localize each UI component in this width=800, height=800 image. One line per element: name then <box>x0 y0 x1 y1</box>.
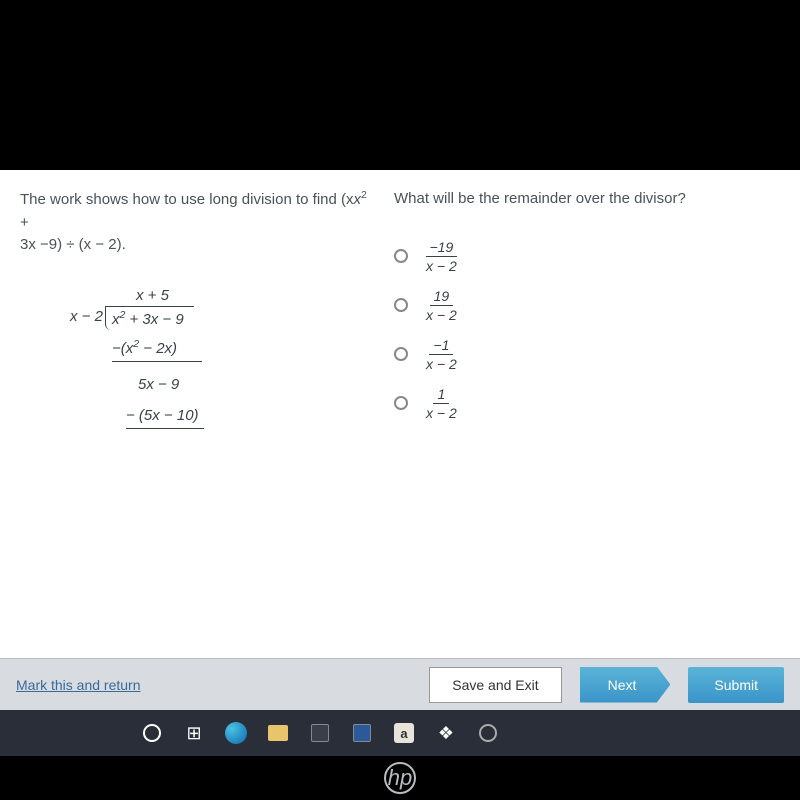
mark-return-link[interactable]: Mark this and return <box>16 677 141 693</box>
fraction-option: 1 x − 2 <box>422 386 461 421</box>
content-area: The work shows how to use long division … <box>0 170 800 658</box>
fraction-option: −19 x − 2 <box>422 239 461 274</box>
question-prompt-right: What will be the remainder over the divi… <box>394 188 790 211</box>
fraction-option: −1 x − 2 <box>422 337 461 372</box>
radio-icon[interactable] <box>394 396 408 410</box>
mail-icon[interactable] <box>350 721 374 745</box>
long-division-work: x + 5 x − 2 x2 + 3x − 9 −(x2 − 2x) 5x − … <box>70 287 376 429</box>
radio-icon[interactable] <box>394 249 408 263</box>
amazon-app-icon[interactable]: a <box>392 721 416 745</box>
divisor: x − 2 <box>70 306 105 325</box>
division-step-3: − (5x − 10) <box>126 407 204 429</box>
submit-button[interactable]: Submit <box>688 667 784 703</box>
edge-browser-icon[interactable] <box>224 721 248 745</box>
answer-panel: What will be the remainder over the divi… <box>384 170 800 658</box>
division-step-1: −(x2 − 2x) <box>112 338 202 362</box>
quiz-footer: Mark this and return Save and Exit Next … <box>0 658 800 710</box>
cortana-icon[interactable] <box>140 721 164 745</box>
divisor-row: x − 2 x2 + 3x − 9 <box>70 306 376 330</box>
quotient: x + 5 <box>136 287 376 306</box>
app-icon[interactable] <box>476 721 500 745</box>
quiz-screen: The work shows how to use long division … <box>0 170 800 710</box>
answer-option-3[interactable]: −1 x − 2 <box>394 337 790 372</box>
answer-option-2[interactable]: 19 x − 2 <box>394 288 790 323</box>
file-explorer-icon[interactable] <box>266 721 290 745</box>
next-button[interactable]: Next <box>580 667 671 703</box>
radio-icon[interactable] <box>394 347 408 361</box>
division-step-2: 5x − 9 <box>138 376 376 393</box>
microsoft-store-icon[interactable] <box>308 721 332 745</box>
answer-option-1[interactable]: −19 x − 2 <box>394 239 790 274</box>
fraction-option: 19 x − 2 <box>422 288 461 323</box>
dropbox-icon[interactable]: ❖ <box>434 721 458 745</box>
question-prompt-left: The work shows how to use long division … <box>20 188 376 257</box>
save-exit-button[interactable]: Save and Exit <box>429 667 561 703</box>
windows-taskbar[interactable]: ⊞ a ❖ <box>0 710 800 756</box>
dividend: x2 + 3x − 9 <box>105 306 194 330</box>
hp-laptop-logo: hp <box>384 762 416 794</box>
answer-option-4[interactable]: 1 x − 2 <box>394 386 790 421</box>
question-work-panel: The work shows how to use long division … <box>0 170 384 658</box>
radio-icon[interactable] <box>394 298 408 312</box>
task-view-icon[interactable]: ⊞ <box>182 721 206 745</box>
